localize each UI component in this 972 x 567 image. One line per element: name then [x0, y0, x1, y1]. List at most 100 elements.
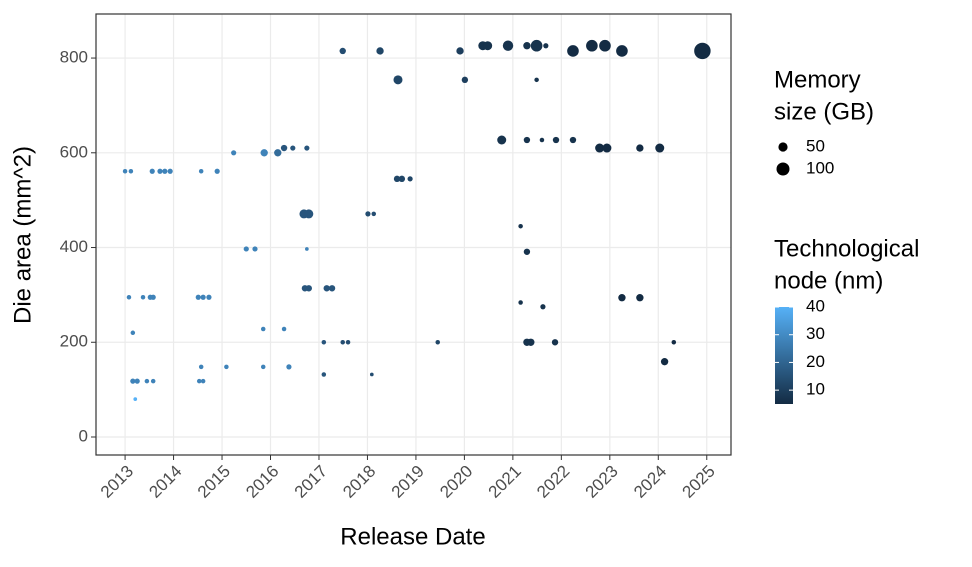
point: [122, 169, 128, 174]
point: [655, 143, 665, 153]
point: [543, 43, 549, 49]
point: [286, 364, 292, 370]
x-tick-label: 2021: [485, 462, 525, 502]
x-tick-label: 2018: [339, 462, 379, 502]
point: [523, 248, 531, 255]
point: [518, 223, 523, 229]
point: [280, 144, 288, 152]
y-axis-title: Die area (mm^2): [9, 146, 36, 324]
point: [534, 77, 539, 83]
point: [483, 41, 493, 51]
point: [369, 372, 374, 377]
x-axis-title: Release Date: [340, 523, 485, 550]
x-tick-label: 2023: [582, 462, 622, 502]
x-tick-label: 2025: [679, 462, 719, 502]
point: [339, 47, 346, 55]
point: [130, 378, 136, 384]
point: [539, 137, 545, 143]
point: [323, 285, 330, 292]
point: [167, 168, 173, 174]
point: [162, 168, 168, 174]
point: [636, 144, 644, 152]
point: [196, 378, 202, 384]
point: [305, 247, 309, 251]
color-legend-title: node (nm): [774, 267, 883, 294]
point: [586, 39, 598, 52]
point: [252, 246, 258, 252]
x-tick-label: 2017: [291, 462, 331, 502]
point: [149, 168, 155, 174]
point: [461, 76, 469, 84]
point: [530, 39, 543, 52]
point: [456, 47, 464, 55]
y-tick-label: 0: [79, 426, 88, 445]
point: [260, 149, 268, 157]
point: [198, 169, 204, 174]
point: [398, 175, 406, 183]
point: [157, 168, 163, 174]
point: [281, 326, 287, 332]
y-tick-label: 200: [60, 332, 88, 351]
color-legend-label: 20: [806, 352, 825, 371]
point: [376, 47, 384, 55]
point: [133, 397, 138, 401]
x-tick-label: 2013: [97, 462, 137, 502]
point: [144, 378, 150, 384]
x-tick-label: 2022: [533, 462, 573, 502]
point: [340, 340, 345, 345]
size-legend-label: 50: [806, 136, 825, 155]
point: [200, 378, 206, 384]
point: [552, 136, 560, 144]
point: [527, 338, 535, 346]
point: [567, 45, 579, 57]
point: [130, 330, 136, 336]
point: [595, 143, 605, 153]
point: [328, 285, 336, 292]
point: [540, 304, 546, 310]
y-tick-label: 600: [60, 142, 88, 161]
point: [206, 294, 212, 300]
point: [435, 340, 440, 345]
point: [200, 294, 206, 300]
color-legend-label: 10: [806, 380, 825, 399]
point: [260, 364, 266, 370]
point: [371, 211, 377, 217]
point: [150, 294, 156, 300]
panel-border: [95, 13, 732, 456]
point: [304, 145, 310, 151]
point: [345, 340, 351, 345]
y-tick-label: 400: [60, 237, 88, 256]
point: [636, 294, 644, 302]
size-legend-title: size (GB): [774, 98, 874, 125]
x-tick-label: 2019: [388, 462, 428, 502]
point: [393, 175, 401, 183]
plot-panel: [96, 14, 731, 455]
x-tick-label: 2020: [436, 462, 476, 502]
color-legend-label: 40: [806, 296, 825, 315]
point: [551, 339, 559, 346]
point: [290, 145, 296, 151]
color-bar: [775, 307, 793, 404]
point: [321, 340, 327, 345]
point: [569, 136, 577, 144]
point: [660, 358, 669, 366]
point: [497, 135, 507, 145]
point: [321, 372, 327, 377]
point: [365, 211, 371, 217]
point: [134, 378, 140, 384]
x-tick-label: 2015: [194, 462, 234, 502]
x-tick-label: 2016: [242, 462, 282, 502]
point: [224, 364, 229, 370]
point: [671, 340, 677, 345]
point: [694, 42, 711, 60]
size-legend-key: [776, 162, 790, 176]
point: [140, 295, 146, 300]
point: [198, 364, 204, 370]
point: [599, 39, 611, 52]
size-legend-label: 100: [806, 158, 834, 177]
point: [126, 295, 132, 300]
point: [274, 149, 282, 157]
point: [260, 326, 266, 332]
point: [231, 150, 237, 156]
point: [195, 294, 201, 300]
